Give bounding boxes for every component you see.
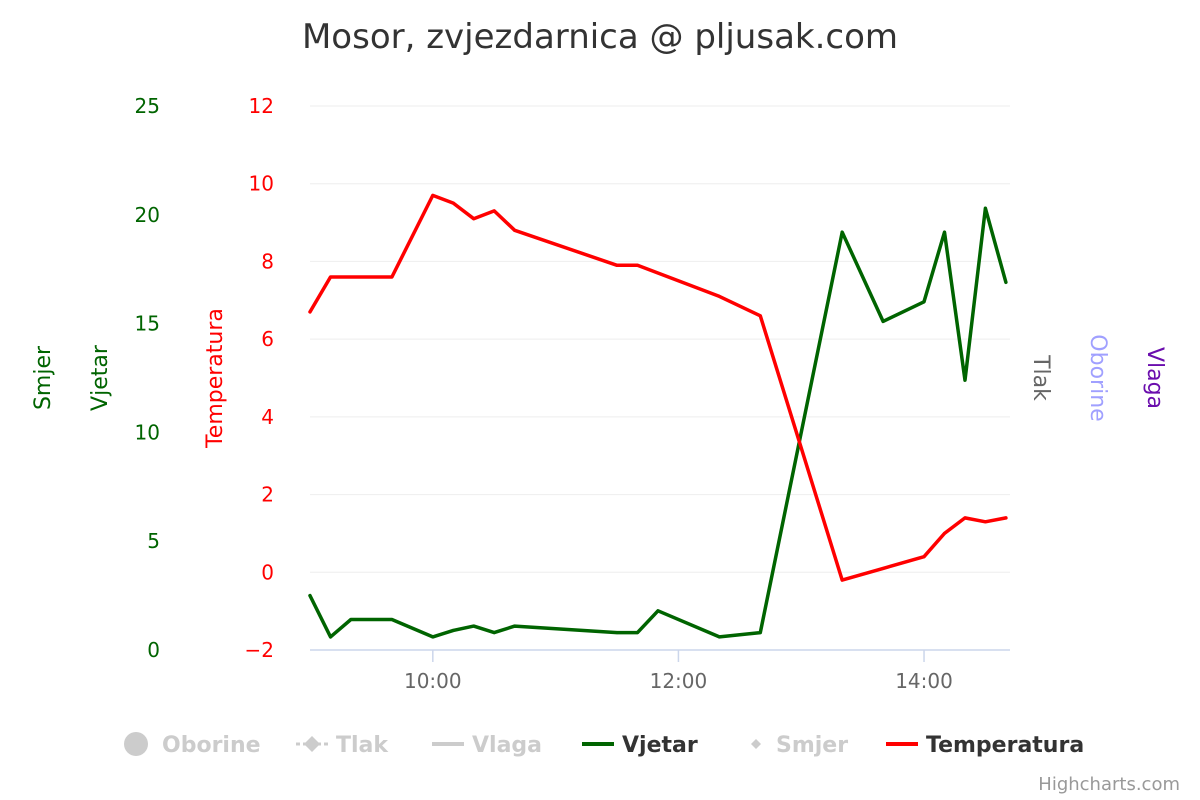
data-point-temperatura[interactable] [513, 228, 517, 232]
data-point-temperatura[interactable] [472, 217, 476, 221]
smjer-vjetar-tick-label: 20 [135, 203, 160, 227]
data-point-temperatura[interactable] [615, 263, 619, 267]
temperatura-tick-label: 0 [261, 560, 274, 584]
x-tick-label: 10:00 [404, 669, 462, 693]
temperatura-tick-label: −2 [245, 638, 274, 662]
legend-item-vjetar[interactable]: Vjetar [582, 733, 698, 758]
data-point-temperatura[interactable] [451, 201, 455, 205]
data-point-vjetar[interactable] [472, 624, 476, 628]
data-point-vjetar[interactable] [328, 635, 332, 639]
data-point-vjetar[interactable] [615, 631, 619, 635]
data-point-vjetar[interactable] [492, 631, 496, 635]
temperatura-tick-label: 8 [261, 249, 274, 273]
data-point-temperatura[interactable] [717, 294, 721, 298]
data-point-vjetar[interactable] [431, 635, 435, 639]
data-point-vjetar[interactable] [963, 378, 967, 382]
legend-label: Oborine [162, 733, 261, 758]
data-point-temperatura[interactable] [881, 566, 885, 570]
smjer-vjetar-tick-label: 0 [147, 638, 160, 662]
temperatura-tick-label: 10 [249, 172, 274, 196]
axis-title-oborine: Oborine [1085, 334, 1110, 421]
data-point-vjetar[interactable] [656, 609, 660, 613]
data-point-vjetar[interactable] [635, 631, 639, 635]
legend-symbol-circle [124, 732, 148, 756]
legend-label: Vlaga [472, 733, 542, 758]
data-point-temperatura[interactable] [922, 555, 926, 559]
grid [310, 105, 1010, 651]
smjer-vjetar-tick-label: 10 [135, 420, 160, 444]
data-point-temperatura[interactable] [328, 275, 332, 279]
legend-symbol-diamond [751, 739, 761, 749]
axis-title-vlaga: Vlaga [1142, 347, 1167, 409]
data-point-vjetar[interactable] [390, 618, 394, 622]
temperatura-tick-label: 6 [261, 327, 274, 351]
legend[interactable]: Oborine Tlak Vlaga Vjetar Smjer Temperatura [124, 732, 1084, 758]
temperatura-tick-label: 4 [261, 405, 274, 429]
legend-symbol-diamond [304, 736, 320, 752]
data-point-temperatura[interactable] [840, 578, 844, 582]
data-point-temperatura[interactable] [758, 314, 762, 318]
data-point-vjetar[interactable] [881, 319, 885, 323]
data-point-vjetar[interactable] [758, 631, 762, 635]
smjer-vjetar-tick-label: 25 [135, 94, 160, 118]
x-tick-label: 12:00 [650, 669, 708, 693]
data-point-temperatura[interactable] [349, 275, 353, 279]
legend-label: Temperatura [926, 733, 1084, 758]
axis-title-smjer: Smjer [31, 345, 56, 410]
legend-item-vlaga[interactable]: Vlaga [432, 733, 542, 758]
data-point-temperatura[interactable] [492, 209, 496, 213]
smjer-vjetar-tick-label: 15 [135, 312, 160, 336]
temperatura-tick-label: 12 [249, 94, 274, 118]
temperatura-tick-label: 2 [261, 483, 274, 507]
chart-title: Mosor, zvjezdarnica @ pljusak.com [302, 17, 898, 57]
data-point-vjetar[interactable] [922, 300, 926, 304]
legend-label: Tlak [336, 733, 389, 758]
axis-title-tlak: Tlak [1028, 354, 1053, 401]
axis-title-temperatura: Temperatura [203, 308, 228, 449]
data-point-vjetar[interactable] [1004, 280, 1008, 284]
data-point-vjetar[interactable] [943, 230, 947, 234]
data-point-temperatura[interactable] [635, 263, 639, 267]
legend-item-oborine[interactable]: Oborine [124, 732, 261, 758]
x-tick-label: 14:00 [895, 669, 953, 693]
axis-title-vjetar: Vjetar [88, 344, 113, 411]
series-line-temperatura[interactable] [308, 193, 1008, 582]
data-point-vjetar[interactable] [308, 594, 312, 598]
data-point-temperatura[interactable] [390, 275, 394, 279]
axes: 10:00 12:00 14:00 0 5 10 15 20 25 −2 0 2 4 6 8 10 12 Smje… [31, 94, 1167, 693]
data-point-vjetar[interactable] [349, 618, 353, 622]
series-layer [308, 193, 1008, 639]
data-point-temperatura[interactable] [943, 531, 947, 535]
data-point-vjetar[interactable] [451, 628, 455, 632]
credits-link[interactable]: Highcharts.com [1038, 774, 1180, 795]
data-point-temperatura[interactable] [963, 516, 967, 520]
legend-label: Vjetar [622, 733, 698, 758]
data-point-vjetar[interactable] [513, 624, 517, 628]
legend-item-tlak[interactable]: Tlak [296, 733, 389, 758]
data-point-vjetar[interactable] [983, 206, 987, 210]
legend-item-smjer[interactable]: Smjer [751, 733, 848, 758]
data-point-temperatura[interactable] [308, 310, 312, 314]
data-point-temperatura[interactable] [1004, 516, 1008, 520]
data-point-temperatura[interactable] [983, 520, 987, 524]
data-point-vjetar[interactable] [840, 230, 844, 234]
legend-item-temperatura[interactable]: Temperatura [886, 733, 1084, 758]
legend-label: Smjer [776, 733, 848, 758]
data-point-vjetar[interactable] [717, 635, 721, 639]
smjer-vjetar-tick-label: 5 [147, 529, 160, 553]
data-point-temperatura[interactable] [431, 193, 435, 197]
